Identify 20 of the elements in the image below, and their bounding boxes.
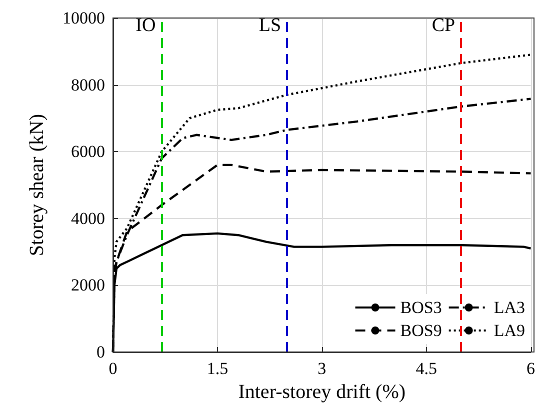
x-tick-label: 1.5	[206, 359, 228, 378]
y-tick-label: 6000	[71, 142, 105, 162]
x-tick-label: 4.5	[416, 359, 437, 378]
y-tick-label: 0	[96, 342, 105, 362]
ref-line-label: CP	[432, 15, 456, 36]
ref-line-label: LS	[258, 15, 282, 36]
legend-label: LA3	[494, 298, 526, 317]
legend-label: LA9	[494, 321, 526, 340]
y-tick-label: 8000	[71, 75, 105, 94]
x-tick-label: 3	[318, 359, 326, 378]
x-tick-label: 6	[526, 359, 535, 378]
x-axis-title: Inter-storey drift (%)	[238, 381, 406, 403]
ref-line-label: IO	[136, 15, 156, 36]
y-tick-label: 10000	[62, 8, 105, 28]
legend-label: BOS9	[400, 321, 442, 340]
y-tick-label: 2000	[71, 276, 105, 295]
legend-label: BOS3	[400, 298, 442, 317]
x-tick-label: 0	[108, 359, 118, 378]
y-tick-label: 4000	[71, 208, 105, 228]
y-axis-title: Storey shear (kN)	[26, 114, 48, 256]
